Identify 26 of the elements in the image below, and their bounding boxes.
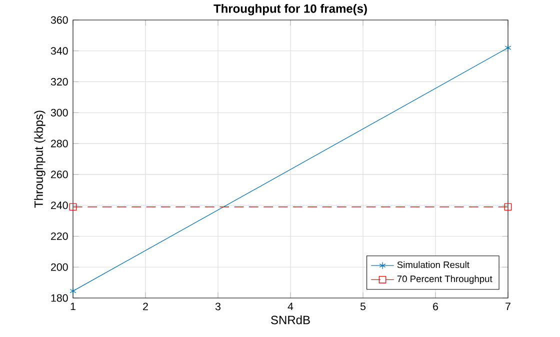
y-tick-label: 320 — [50, 78, 68, 86]
y-tick-label: 340 — [50, 47, 68, 55]
y-tick-label: 240 — [51, 202, 68, 210]
y-tick-label: 220 — [51, 232, 68, 240]
y-tick-label: 300 — [50, 108, 68, 116]
x-tick-label: 3 — [215, 302, 220, 310]
point — [504, 203, 512, 211]
x-tick-label: 6 — [433, 302, 438, 310]
y-tick-label: 200 — [51, 263, 68, 271]
x-tick-label: 7 — [506, 302, 510, 310]
point — [504, 44, 512, 52]
x-tick-label: 2 — [143, 302, 148, 310]
x-tick-label: 4 — [288, 302, 294, 310]
x-axis-title: SNRdB — [271, 315, 310, 324]
y-tick-label: 260 — [51, 170, 68, 178]
y-axis-title: Throughput (kbps) — [34, 110, 46, 208]
chart-title: Throughput for 10 frame(s) — [214, 4, 367, 16]
legend-label: Simulation Result — [397, 261, 470, 268]
x-tick-label: 1 — [70, 302, 76, 310]
point — [70, 287, 76, 295]
y-tick-label: 360 — [50, 16, 68, 24]
y-tick-label: 280 — [51, 140, 68, 148]
y-tick-label: 180 — [51, 294, 68, 302]
point — [69, 203, 77, 211]
x-tick-label: 5 — [360, 302, 366, 310]
legend-label: 70 Percent Throughput — [397, 275, 492, 284]
